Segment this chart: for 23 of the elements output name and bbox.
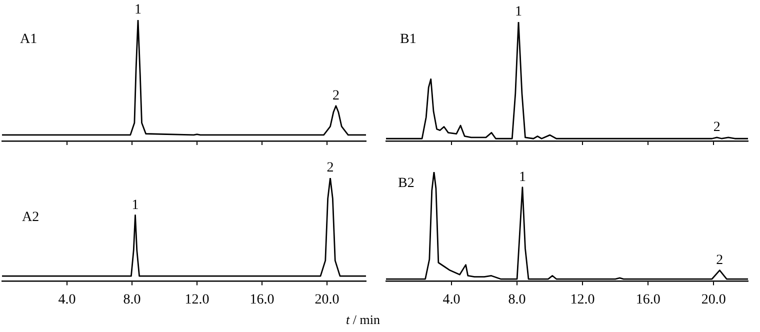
x-tick-label: 16.0 <box>636 292 660 308</box>
annotation: 2 <box>332 88 340 104</box>
annotation: 1 <box>134 2 142 18</box>
annotation: A1 <box>20 32 38 48</box>
x-tick-label: 8.0 <box>508 292 526 308</box>
x-tick-label: 4.0 <box>442 292 460 308</box>
annotation: A2 <box>22 210 40 226</box>
annotation: B1 <box>400 32 416 48</box>
annotation: 2 <box>716 252 724 268</box>
x-tick-label: 12.0 <box>570 292 595 308</box>
x-axis-title: t / min <box>346 312 380 328</box>
x-tick-label: 12.0 <box>184 292 210 308</box>
annotation: 1 <box>515 4 522 20</box>
annotation: 1 <box>132 198 139 213</box>
annotation: 2 <box>326 160 334 176</box>
annotation: 2 <box>713 120 720 136</box>
annotation: 1 <box>518 170 526 185</box>
x-tick-label: 16.0 <box>250 292 274 308</box>
x-tick-label: 4.0 <box>58 292 76 308</box>
annotation: B2 <box>398 176 414 192</box>
x-tick-label: 20.0 <box>314 292 340 308</box>
x-tick-label: 20.0 <box>701 292 726 308</box>
x-tick-label: 8.0 <box>123 292 141 308</box>
